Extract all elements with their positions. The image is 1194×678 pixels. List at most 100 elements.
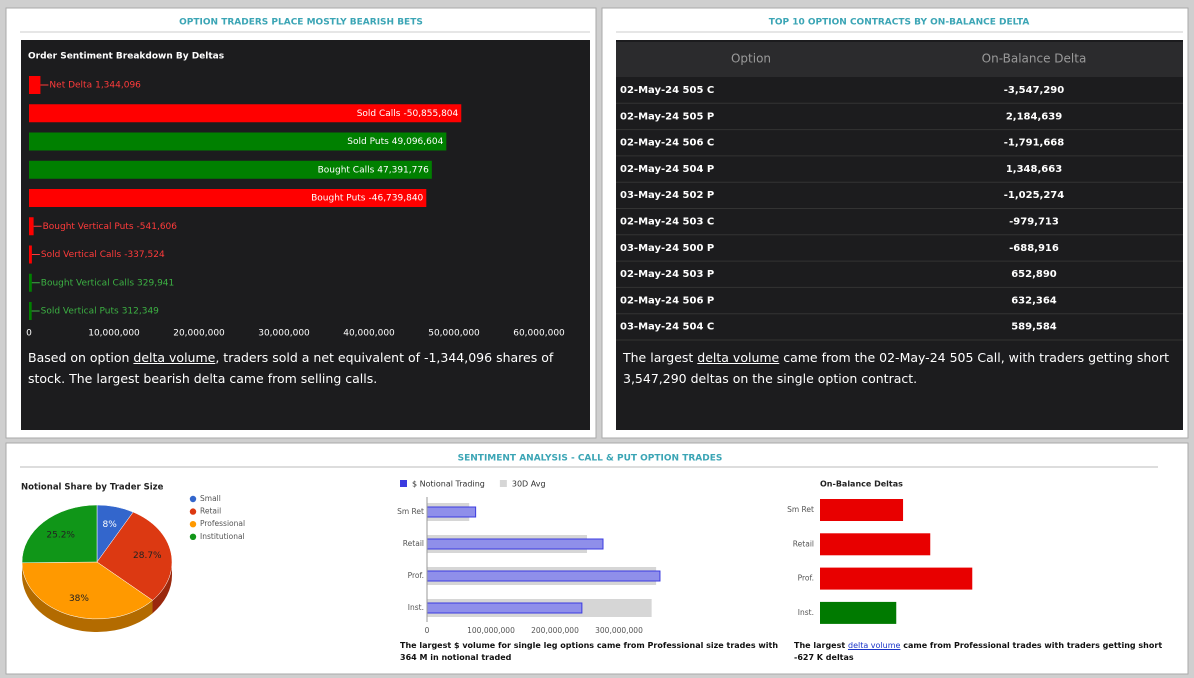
x-tick-label: 100,000,000 (467, 626, 515, 635)
bar (29, 104, 462, 123)
legend-swatch (189, 495, 197, 503)
chart-title: On-Balance Deltas (820, 480, 903, 489)
cell: 03-May-24 500 P (620, 243, 714, 254)
bar-label: Sold Vertical Puts (41, 307, 119, 317)
cell: 02-May-24 503 C (620, 217, 714, 228)
pie-slice-side (152, 562, 172, 614)
text: The largest (623, 350, 698, 365)
slice-label: 8% (103, 520, 118, 530)
bar-label: Sold Puts (347, 137, 389, 147)
cell: -1,791,668 (1004, 138, 1064, 149)
bar-label: Sold Vertical Calls (41, 250, 122, 260)
bar-label: Bought Vertical Calls (41, 278, 135, 288)
y-tick-label: Sm Ret (397, 507, 424, 516)
bar-label: Sold Calls (357, 109, 401, 119)
cell: 02-May-24 505 C (620, 85, 714, 96)
bar (29, 273, 32, 292)
x-tick-label: 20,000,000 (173, 329, 225, 339)
bar-label: Bought Puts (311, 194, 366, 204)
bar (426, 538, 604, 550)
cell: 02-May-24 506 P (620, 295, 714, 306)
panel-title: SENTIMENT ANALYSIS - CALL & PUT OPTION T… (458, 454, 723, 464)
value-label: -337,524 (124, 250, 165, 260)
bar (29, 76, 41, 94)
summary: The largest delta volume came from the 0… (623, 347, 1175, 389)
pie-slice (96, 511, 173, 601)
cell: 589,584 (1011, 322, 1057, 333)
link[interactable]: delta volume (847, 641, 901, 650)
column-header: Option (731, 52, 771, 66)
legend-label: Retail (200, 507, 221, 516)
cell: 2,184,639 (1006, 111, 1062, 122)
slice-label: 28.7% (133, 551, 162, 561)
y-tick-label: Retail (403, 539, 424, 548)
cell: 03-May-24 502 P (620, 190, 714, 201)
table-header (616, 42, 1183, 77)
x-tick-label: 200,000,000 (531, 626, 579, 635)
cell: 02-May-24 505 P (620, 111, 714, 122)
bar (820, 533, 931, 556)
text: The largest (794, 641, 848, 650)
legend-label: 30D Avg (512, 480, 546, 489)
legend-label: $ Notional Trading (412, 480, 485, 489)
summary: Based on option delta volume, traders so… (28, 347, 584, 389)
text: Based on option (28, 350, 134, 365)
legend-swatch (189, 521, 197, 528)
value-label: -50,855,804 (403, 109, 458, 119)
text: , traders sold a net equivalent of -1,34… (28, 350, 554, 386)
x-tick-label: 0 (26, 329, 32, 339)
cell: 652,890 (1011, 269, 1057, 280)
link[interactable]: delta volume (697, 350, 780, 365)
x-tick-label: 40,000,000 (343, 329, 395, 339)
y-tick-label: Inst. (408, 603, 424, 612)
link[interactable]: delta volume (133, 350, 216, 365)
x-tick-label: 0 (425, 626, 430, 635)
cell: 632,364 (1011, 295, 1057, 306)
legend-swatch (400, 480, 407, 487)
bar-label: Bought Calls (318, 165, 375, 175)
bar (29, 132, 447, 151)
x-tick-label: 300,000,000 (595, 626, 643, 635)
chart-title: Notional Share by Trader Size (21, 483, 164, 493)
slice-label: 25.2% (46, 530, 75, 540)
legend-swatch (189, 533, 197, 540)
note: The largest $ volume for single leg opti… (400, 640, 785, 664)
y-tick-label: Inst. (798, 608, 814, 617)
legend-label: Institutional (200, 532, 245, 541)
x-tick-label: 10,000,000 (88, 329, 140, 339)
column-header: On-Balance Delta (982, 52, 1087, 66)
bar (29, 302, 32, 320)
bar-label: Net Delta (49, 81, 92, 91)
value-label: -541,606 (137, 222, 178, 232)
y-tick-label: Prof. (798, 574, 814, 583)
bar (29, 217, 34, 236)
bar (29, 245, 32, 264)
bar (426, 602, 583, 614)
y-tick-label: Prof. (408, 571, 424, 580)
value-label: 49,096,604 (392, 137, 444, 147)
text: The largest $ volume for single leg opti… (400, 641, 779, 662)
pie-slice (21, 561, 153, 620)
cell: 02-May-24 504 P (620, 164, 714, 175)
chart-title: Order Sentiment Breakdown By Deltas (28, 52, 224, 62)
value-label: 312,349 (122, 307, 159, 317)
cell: 1,348,663 (1006, 164, 1062, 175)
value-label: -46,739,840 (369, 194, 424, 204)
text: came from Professional trades with trade… (794, 641, 1163, 662)
bar (29, 189, 427, 207)
legend-swatch (499, 480, 507, 487)
bar (426, 570, 661, 582)
value-label: 1,344,096 (95, 81, 141, 91)
y-tick-label: Retail (793, 539, 814, 548)
value-label: 47,391,776 (377, 165, 429, 175)
text: came from the 02-May-24 505 Call, with t… (623, 350, 1169, 386)
legend-swatch (189, 508, 197, 515)
cell: -3,547,290 (1004, 85, 1064, 96)
cell: -688,916 (1009, 243, 1059, 254)
cell: 03-May-24 504 C (620, 322, 714, 333)
bar (820, 499, 904, 521)
bar-label: Bought Vertical Puts (43, 222, 134, 232)
value-label: 329,941 (137, 278, 174, 288)
